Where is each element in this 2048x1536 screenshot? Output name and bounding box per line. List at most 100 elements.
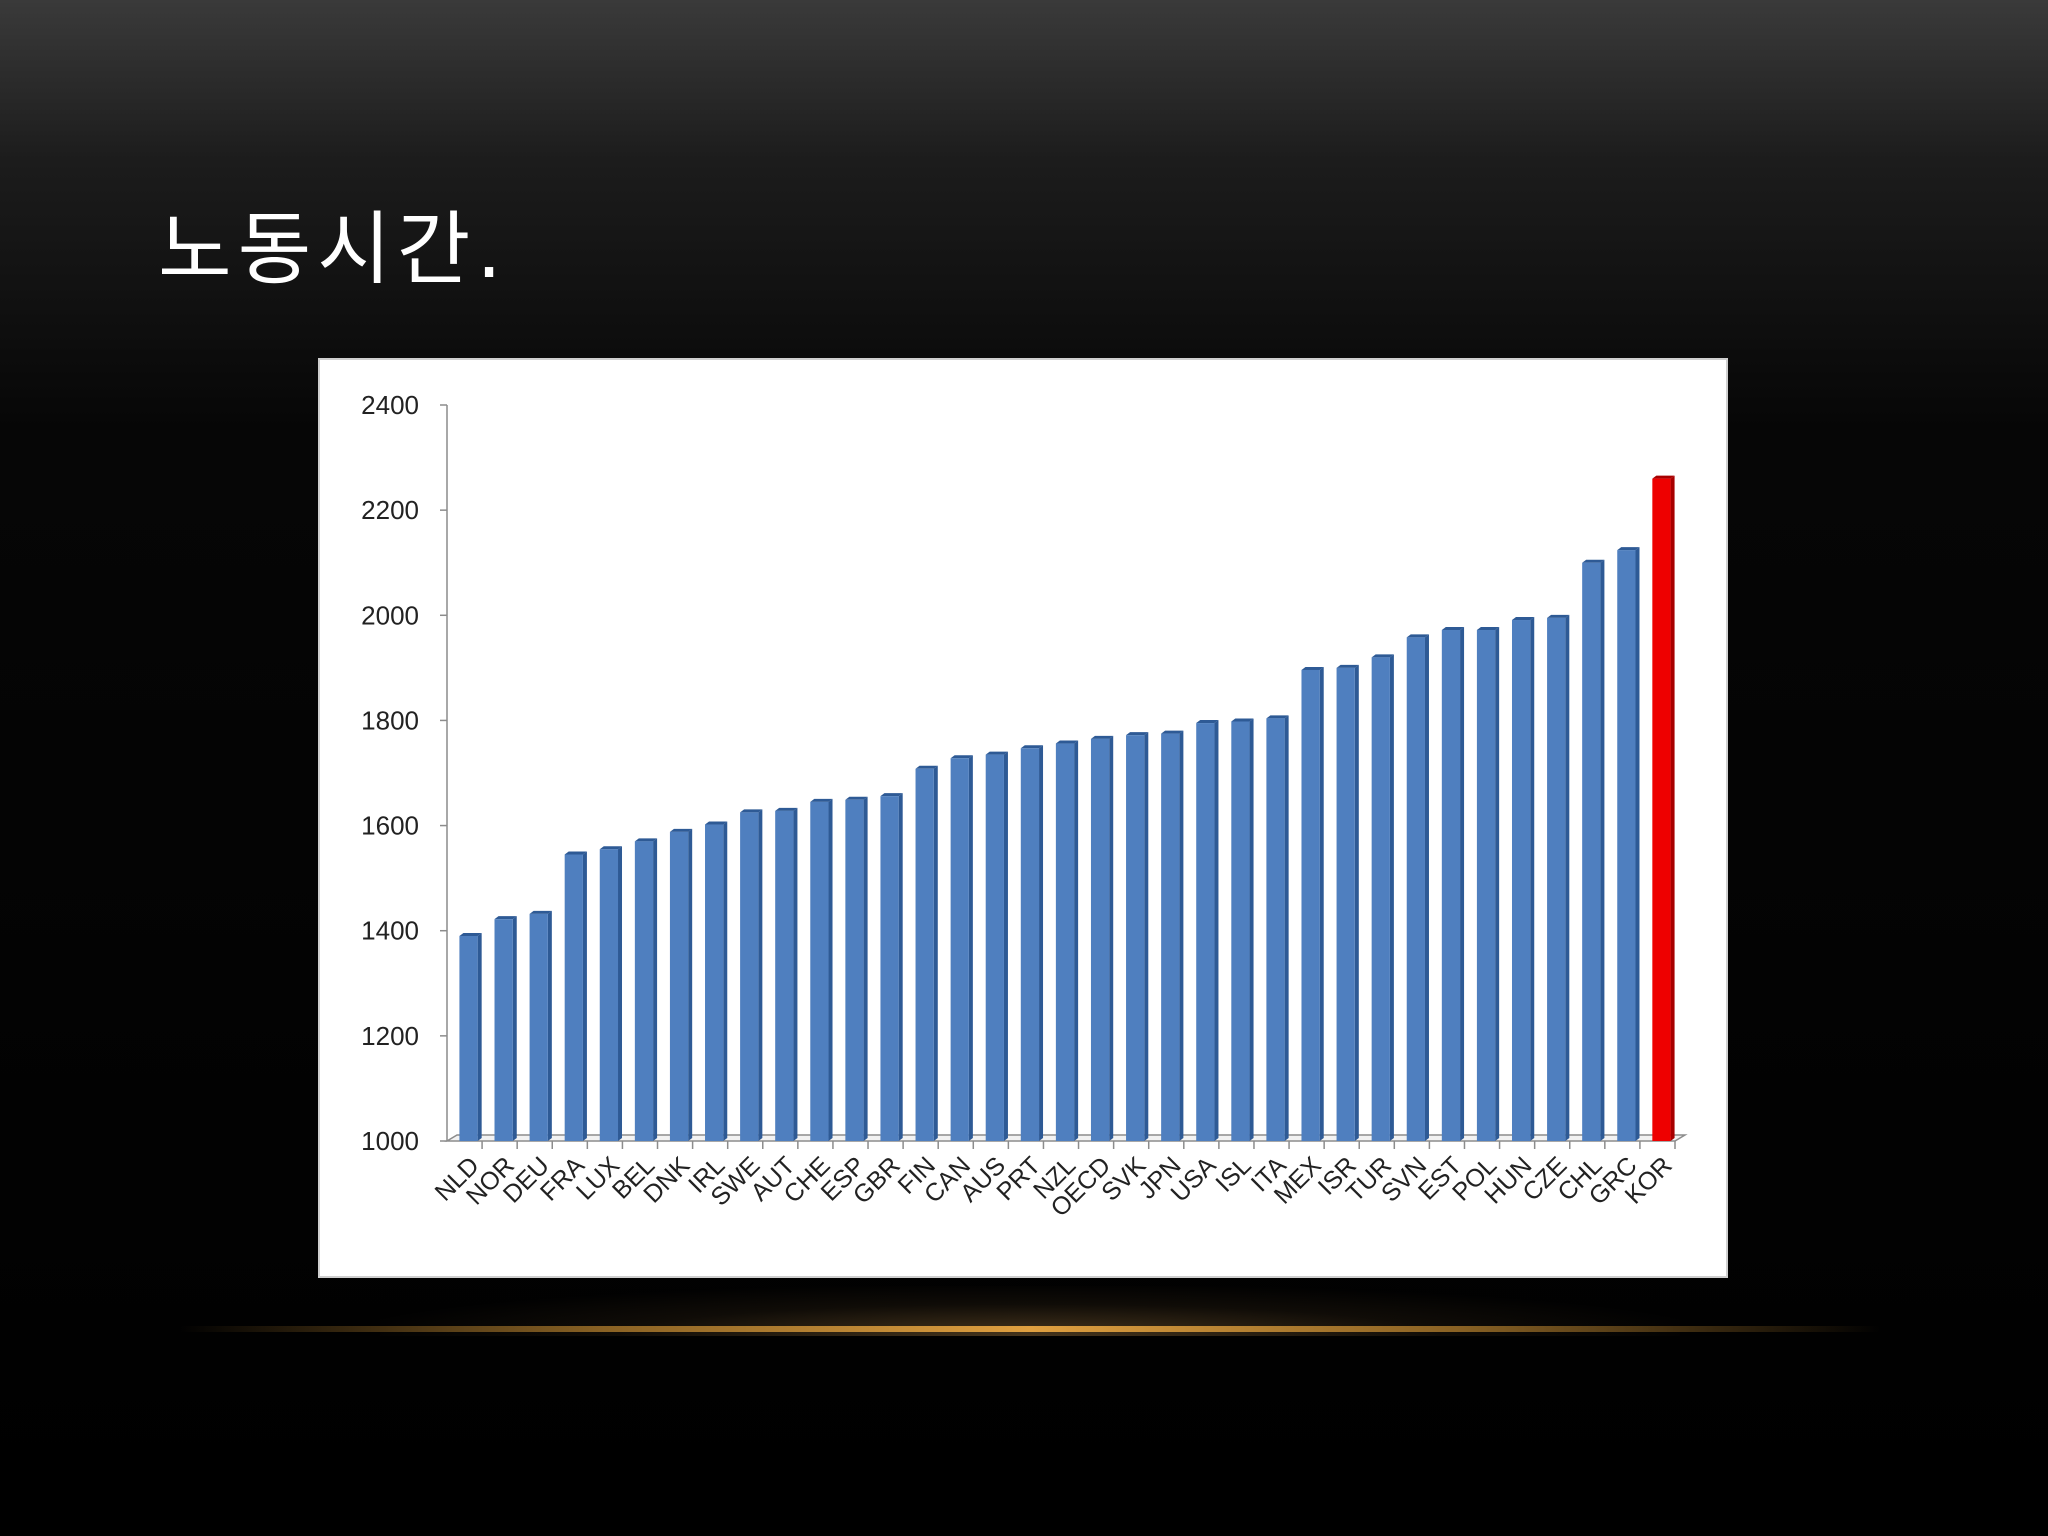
bar-side bbox=[1109, 735, 1114, 1141]
bar bbox=[1196, 723, 1215, 1141]
bar bbox=[1090, 738, 1110, 1141]
bar bbox=[564, 854, 583, 1141]
bar-side bbox=[1635, 547, 1640, 1141]
bar-side bbox=[1389, 654, 1394, 1141]
bar-side bbox=[1354, 664, 1359, 1141]
bar-top bbox=[845, 796, 868, 800]
bar-side bbox=[1074, 740, 1079, 1141]
bar bbox=[950, 758, 969, 1141]
y-tick-label: 2000 bbox=[361, 600, 419, 630]
decorative-divider bbox=[180, 1326, 1880, 1332]
bar-side bbox=[863, 796, 868, 1141]
y-tick-label: 1600 bbox=[361, 811, 419, 841]
bar bbox=[1547, 617, 1566, 1141]
bar-top bbox=[915, 765, 938, 769]
bar-side bbox=[828, 798, 833, 1141]
bar bbox=[634, 841, 654, 1141]
bar-top bbox=[529, 910, 552, 914]
bar-side bbox=[512, 916, 517, 1141]
bar-top bbox=[1231, 718, 1254, 722]
bar-top bbox=[1371, 654, 1394, 658]
bar-top bbox=[1301, 666, 1324, 670]
bar-side bbox=[653, 838, 658, 1141]
bar bbox=[880, 796, 899, 1141]
bar-side bbox=[933, 765, 938, 1141]
bar-top bbox=[1090, 735, 1114, 739]
bar bbox=[775, 810, 794, 1141]
bar bbox=[1266, 718, 1285, 1141]
bar bbox=[1476, 630, 1496, 1141]
bar-side bbox=[1003, 751, 1008, 1141]
bar-top bbox=[1547, 614, 1570, 618]
bar-top bbox=[1441, 627, 1465, 631]
bar-top bbox=[880, 793, 903, 797]
bar-side bbox=[1144, 732, 1149, 1141]
bar-top bbox=[634, 838, 658, 842]
y-tick-label: 1800 bbox=[361, 705, 419, 735]
bar bbox=[669, 831, 689, 1141]
bar-side bbox=[1460, 627, 1465, 1141]
bar bbox=[1582, 562, 1601, 1141]
bar-side bbox=[723, 821, 728, 1141]
bar bbox=[599, 849, 619, 1141]
y-tick-label: 1200 bbox=[361, 1021, 419, 1051]
bar bbox=[529, 913, 548, 1141]
bar-top bbox=[1161, 730, 1184, 734]
y-tick-label: 2400 bbox=[361, 390, 419, 420]
bar-top bbox=[1652, 475, 1675, 479]
bar bbox=[1617, 550, 1636, 1141]
bar-top bbox=[459, 932, 482, 936]
bar-top bbox=[740, 809, 763, 813]
bar-side bbox=[758, 809, 763, 1141]
bar-side bbox=[1530, 617, 1535, 1141]
bar-side bbox=[1039, 745, 1044, 1141]
bar bbox=[1020, 748, 1040, 1141]
bar-top bbox=[1336, 664, 1359, 668]
bar bbox=[1161, 733, 1180, 1141]
bar-side bbox=[968, 755, 973, 1141]
bar-top bbox=[669, 828, 693, 832]
bar bbox=[1406, 637, 1425, 1141]
bar bbox=[1126, 735, 1145, 1141]
bar-side bbox=[1249, 718, 1254, 1141]
bar bbox=[1055, 743, 1075, 1141]
bar-side bbox=[1600, 559, 1605, 1141]
bar bbox=[1301, 669, 1320, 1141]
slide-title: 노동시간. bbox=[158, 203, 508, 296]
bar bbox=[810, 801, 829, 1141]
bar-highlight bbox=[1652, 478, 1671, 1142]
bar-side bbox=[793, 807, 798, 1141]
bar-top bbox=[1055, 740, 1079, 744]
bar-top bbox=[494, 916, 517, 920]
bar-side bbox=[1284, 715, 1289, 1141]
bar-side bbox=[898, 793, 903, 1141]
bar-side bbox=[1565, 614, 1570, 1141]
bar-top bbox=[950, 755, 973, 759]
y-tick-label: 1400 bbox=[361, 916, 419, 946]
bar-top bbox=[1511, 617, 1535, 621]
bar-top bbox=[1582, 559, 1605, 563]
bar-top bbox=[1406, 634, 1429, 638]
bar-side bbox=[688, 828, 693, 1141]
bar bbox=[1336, 667, 1355, 1141]
bar-top bbox=[1020, 745, 1044, 749]
bar-side bbox=[1319, 666, 1324, 1141]
y-tick-label: 1000 bbox=[361, 1126, 419, 1156]
y-tick-label: 2200 bbox=[361, 495, 419, 525]
bar bbox=[1371, 657, 1390, 1141]
bar-top bbox=[1617, 547, 1640, 551]
chart-container: 1000 1200 1400 1600 1800 2000 2200 2400 NLD NOR DE… bbox=[318, 358, 1728, 1278]
bar-side bbox=[1495, 627, 1500, 1141]
bar bbox=[1441, 630, 1461, 1141]
bar bbox=[705, 824, 724, 1141]
bar-chart: 10001200140016001800200022002400NLDNORDE… bbox=[361, 390, 1688, 1222]
bar-side bbox=[582, 851, 587, 1141]
bar-top bbox=[1476, 627, 1500, 631]
bar bbox=[985, 754, 1004, 1141]
bar bbox=[845, 799, 864, 1141]
bar bbox=[1511, 620, 1531, 1141]
bar-side bbox=[1179, 730, 1184, 1141]
bar bbox=[915, 768, 934, 1141]
bar-top bbox=[1196, 720, 1219, 724]
bar bbox=[459, 935, 478, 1141]
